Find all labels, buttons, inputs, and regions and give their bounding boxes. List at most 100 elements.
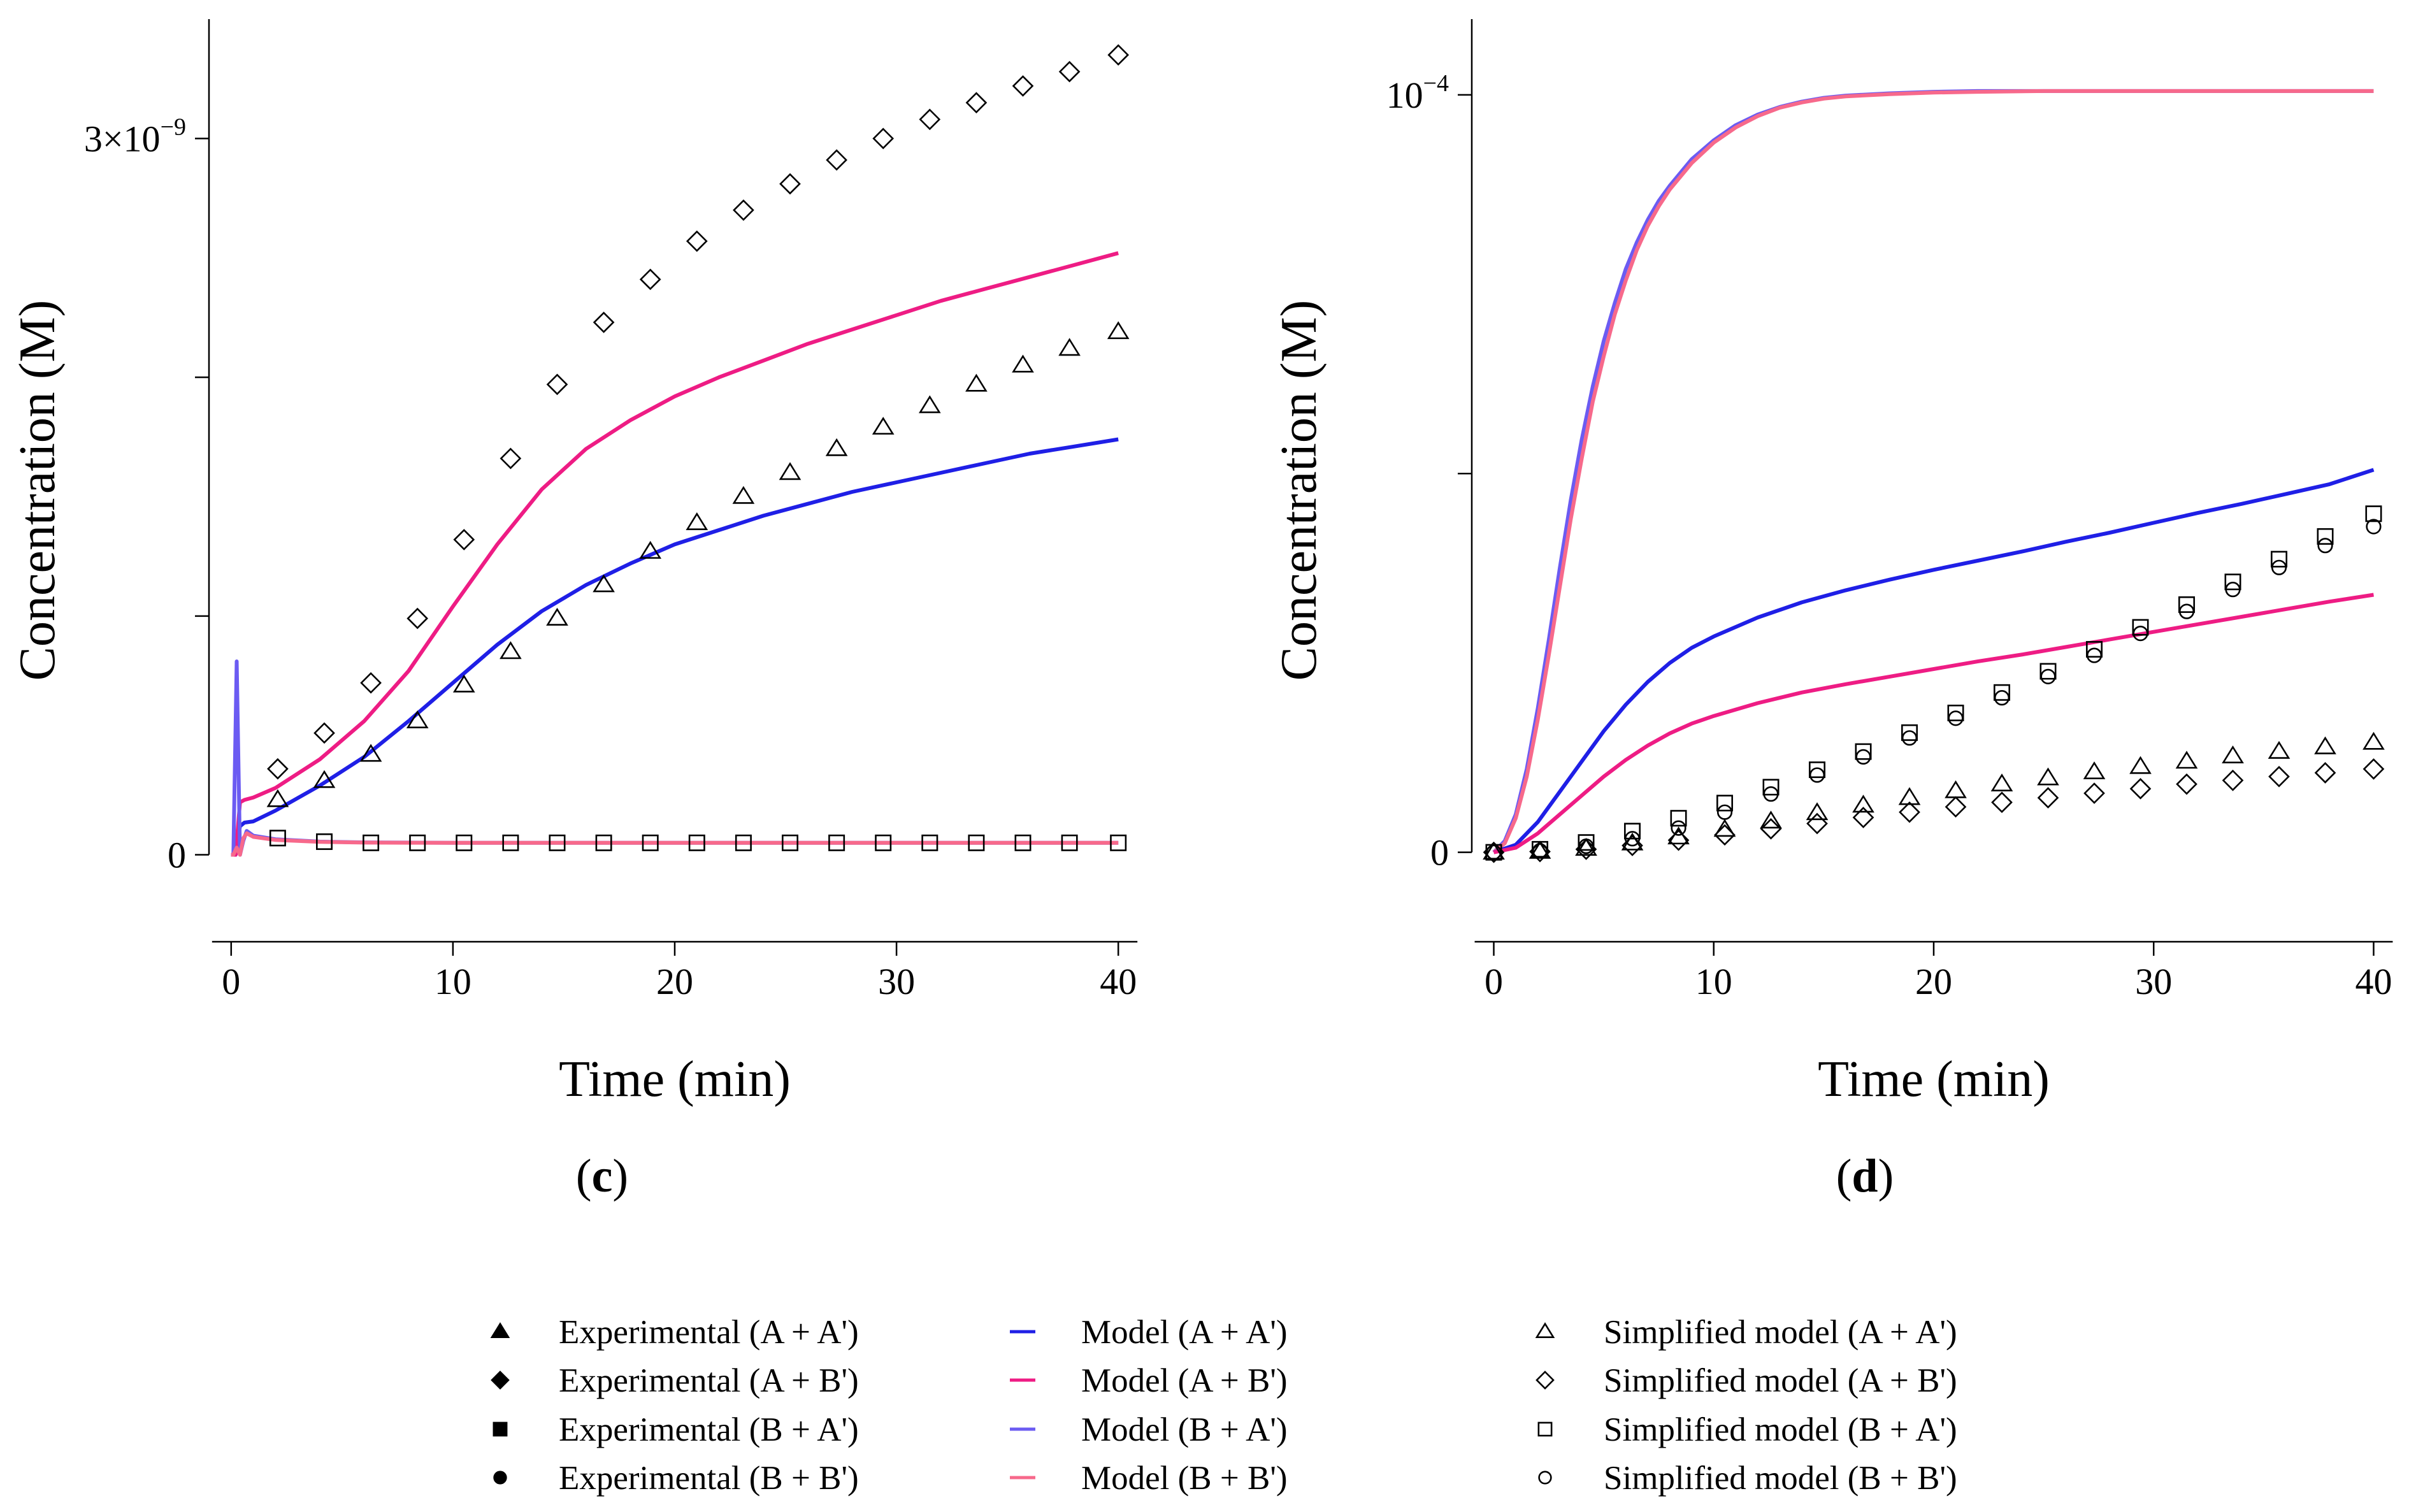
series-line-model-b-a- bbox=[1492, 89, 2374, 854]
marker-triangle bbox=[639, 540, 662, 559]
marker-square bbox=[1809, 761, 1826, 779]
marker-square bbox=[409, 834, 426, 851]
marker-circle bbox=[1763, 786, 1779, 802]
legend-marker-circle bbox=[1538, 1471, 1552, 1485]
legend-label: Experimental (B + A') bbox=[559, 1411, 859, 1448]
marker-square bbox=[502, 834, 519, 851]
y-axis-title: Concentration (M) bbox=[10, 300, 66, 681]
marker-triangle bbox=[1058, 338, 1081, 356]
legend-label: Experimental (A + A') bbox=[559, 1314, 859, 1351]
marker-square bbox=[363, 834, 380, 851]
marker-diamond bbox=[406, 607, 429, 630]
marker-square bbox=[921, 834, 938, 851]
marker-diamond bbox=[1760, 817, 1782, 840]
marker-triangle bbox=[918, 395, 941, 414]
series-line-model-a-a- bbox=[231, 437, 1119, 857]
marker-square bbox=[642, 834, 659, 851]
x-tick-label: 40 bbox=[1100, 961, 1137, 1002]
marker-diamond bbox=[2129, 777, 2152, 800]
marker-triangle bbox=[2222, 745, 2244, 763]
marker-square bbox=[688, 834, 705, 851]
marker-square bbox=[828, 834, 845, 851]
panel-label: (d) bbox=[1836, 1150, 1894, 1202]
marker-square bbox=[875, 834, 892, 851]
marker-triangle bbox=[1760, 810, 1782, 829]
marker-square bbox=[1014, 834, 1032, 851]
marker-square bbox=[735, 834, 752, 851]
marker-circle bbox=[2271, 559, 2287, 575]
legend-marker-filled-square bbox=[493, 1422, 508, 1437]
marker-square bbox=[269, 830, 286, 847]
y-tick-label: 3×10−9 bbox=[84, 113, 186, 159]
marker-diamond bbox=[639, 268, 661, 291]
marker-triangle bbox=[1806, 802, 1829, 821]
x-axis-title: Time (min) bbox=[559, 1051, 791, 1107]
marker-diamond bbox=[2362, 758, 2385, 780]
legend-label: Experimental (A + B') bbox=[559, 1362, 859, 1399]
legend-label: Simplified model (B + B') bbox=[1604, 1460, 1957, 1497]
legend-marker-diamond bbox=[1535, 1371, 1555, 1390]
marker-triangle bbox=[2037, 767, 2059, 786]
marker-triangle bbox=[2175, 751, 2198, 769]
legend-marker-filled-circle bbox=[493, 1471, 507, 1485]
marker-square bbox=[1578, 834, 1595, 851]
legend-marker-triangle bbox=[1535, 1322, 1555, 1338]
marker-diamond bbox=[1806, 812, 1828, 835]
marker-diamond bbox=[2083, 782, 2105, 804]
marker-diamond bbox=[1667, 829, 1690, 851]
marker-triangle bbox=[1945, 780, 1967, 798]
marker-square bbox=[1716, 795, 1734, 812]
marker-diamond bbox=[1899, 801, 1920, 823]
marker-circle bbox=[1948, 710, 1964, 726]
legend-label: Simplified model (B + A') bbox=[1604, 1411, 1957, 1448]
marker-triangle bbox=[872, 417, 895, 435]
legend-marker-square bbox=[1537, 1422, 1553, 1437]
marker-circle bbox=[2178, 603, 2195, 619]
marker-diamond bbox=[313, 722, 335, 744]
marker-square bbox=[2039, 663, 2057, 680]
marker-diamond bbox=[1058, 61, 1081, 83]
marker-triangle bbox=[686, 512, 708, 530]
series-line-model-a-a- bbox=[1493, 468, 2375, 854]
x-axis-title: Time (min) bbox=[1818, 1051, 2050, 1107]
marker-diamond bbox=[267, 758, 289, 780]
marker-triangle bbox=[1575, 838, 1597, 856]
marker-triangle bbox=[779, 462, 802, 480]
marker-diamond bbox=[1991, 791, 2013, 814]
marker-diamond bbox=[1714, 824, 1736, 846]
series-line-model-b-b- bbox=[231, 831, 1119, 857]
marker-diamond bbox=[2314, 762, 2336, 784]
marker-diamond bbox=[733, 199, 754, 221]
marker-square bbox=[2224, 573, 2241, 591]
x-tick-label: 0 bbox=[1485, 961, 1503, 1002]
y-tick-label: 0 bbox=[1430, 832, 1449, 874]
marker-circle bbox=[1855, 749, 1871, 765]
legend-label: Model (B + B') bbox=[1081, 1460, 1288, 1497]
marker-triangle bbox=[500, 641, 522, 659]
marker-triangle bbox=[406, 710, 429, 728]
marker-square bbox=[2365, 505, 2382, 522]
marker-square bbox=[2178, 596, 2196, 613]
marker-triangle bbox=[2083, 761, 2106, 779]
marker-circle bbox=[2086, 647, 2103, 663]
marker-square bbox=[1110, 834, 1127, 851]
y-tick-label: 0 bbox=[168, 835, 186, 876]
legend-marker-filled-triangle bbox=[490, 1322, 510, 1338]
legend-label: Model (A + B') bbox=[1081, 1362, 1288, 1399]
marker-diamond bbox=[779, 173, 801, 195]
marker-triangle bbox=[593, 574, 615, 593]
marker-diamond bbox=[2176, 773, 2197, 795]
x-tick-label: 20 bbox=[1915, 961, 1952, 1002]
marker-circle bbox=[1901, 730, 1918, 746]
marker-diamond bbox=[453, 529, 475, 551]
marker-circle bbox=[1809, 767, 1825, 783]
panel-d-chart: 0 10−4 0 10 20 30 40 Time (min) Concentration (M… bbox=[1271, 19, 2393, 1202]
x-tick-label: 10 bbox=[435, 961, 471, 1002]
marker-triangle bbox=[313, 770, 336, 788]
marker-square bbox=[1855, 743, 1872, 760]
marker-square bbox=[968, 834, 985, 851]
marker-diamond bbox=[360, 672, 382, 694]
panel-label: (c) bbox=[576, 1150, 628, 1202]
marker-square bbox=[1624, 823, 1641, 840]
